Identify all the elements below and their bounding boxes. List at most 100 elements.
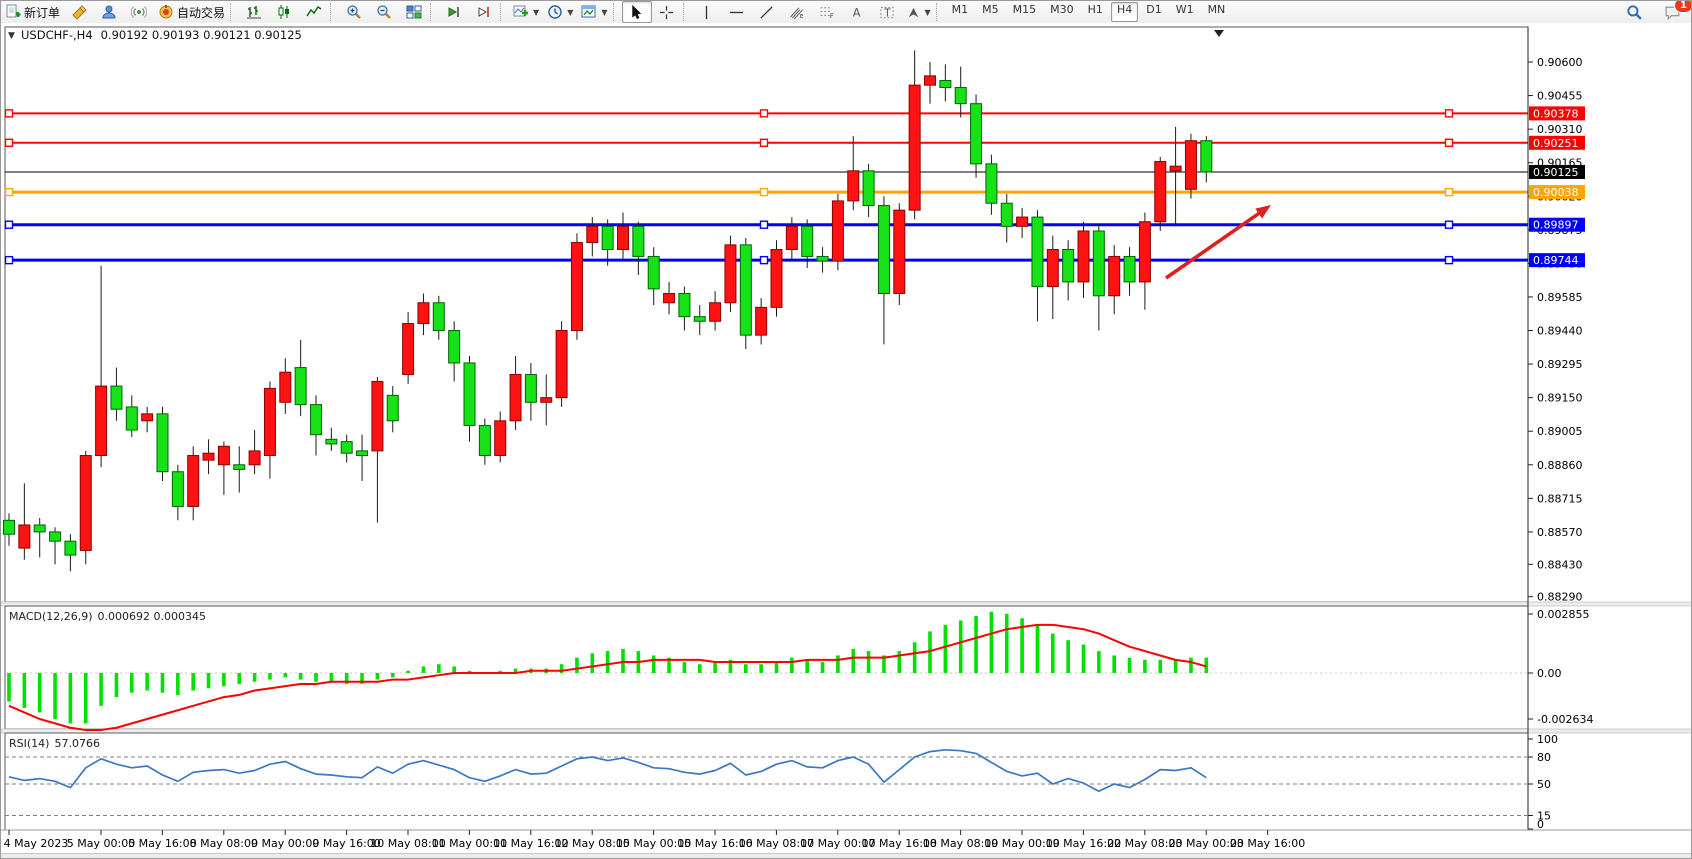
time-axis-label: 8 May 08:00 [190, 837, 258, 850]
candlestick-chart-icon [278, 5, 290, 19]
price-tick-label: 0.90310 [1537, 123, 1583, 136]
panel-separator[interactable] [1, 728, 1692, 734]
chart-ohlc-values: 0.90192 0.90193 0.90121 0.90125 [101, 28, 302, 42]
crosshair-icon [659, 5, 674, 19]
bar-chart-button[interactable] [239, 1, 269, 23]
hline-handle[interactable] [4, 109, 14, 118]
hline-handle[interactable] [759, 187, 769, 197]
notifications-button[interactable]: 1 [1657, 1, 1691, 23]
label-button[interactable]: T [872, 1, 902, 23]
text-icon: A [853, 6, 861, 19]
hline-handle[interactable] [4, 138, 14, 147]
tf-button-MN[interactable]: MN [1207, 3, 1226, 16]
indicators-button[interactable]: ▼ [509, 1, 543, 23]
trendline-button[interactable] [752, 1, 782, 23]
tf-button-W1[interactable]: W1 [1175, 3, 1194, 16]
tf-button-H4[interactable]: H4 [1110, 2, 1139, 22]
tf-button-D1[interactable]: D1 [1146, 3, 1162, 16]
zoom-in-button[interactable] [339, 1, 369, 23]
tf-button-M5[interactable]: M5 [982, 3, 999, 16]
hline-handle[interactable] [1444, 187, 1454, 197]
hline-handle[interactable] [759, 109, 769, 118]
horizontal-line-button[interactable] [722, 1, 752, 23]
symbol-dropdown-icon[interactable]: ▼ [8, 31, 15, 41]
search-icon [1626, 4, 1642, 20]
rsi-panel[interactable] [4, 732, 1529, 831]
tf-button-M30[interactable]: M30 [1050, 3, 1074, 16]
time-axis-label: 9 May 00:00 [251, 837, 319, 850]
tf-button-H1[interactable]: H1 [1087, 3, 1103, 16]
rsi-axis-label: 0 [1537, 818, 1544, 831]
fibonacci-button[interactable]: F [812, 1, 842, 23]
hline-0.89744[interactable] [4, 255, 1528, 265]
macd-axis-label: 0.002855 [1537, 608, 1590, 621]
hline-handle[interactable] [759, 220, 769, 229]
trend-arrow[interactable] [1164, 205, 1271, 280]
price-tick-label: 0.89440 [1537, 325, 1583, 338]
time-axis-label: 5 May 16:00 [128, 837, 196, 850]
time-axis-label: 16 May 08:00 [739, 837, 814, 850]
time-axis-label: 10 May 08:00 [370, 837, 445, 850]
new-order-button[interactable]: 新订单 [1, 1, 64, 23]
macd-panel[interactable] [4, 605, 1529, 730]
price-tick-label: 0.90600 [1537, 56, 1583, 69]
chart-canvas[interactable]: 0.906000.904550.903100.901650.900200.898… [1, 23, 1692, 856]
status-bar [1, 853, 1691, 858]
macd-indicator-label: MACD(12,26,9) 0.000692 0.000345 [9, 610, 206, 623]
zoom-out-button[interactable] [369, 1, 399, 23]
chart-shift-icon [478, 7, 489, 17]
dropdown-arrow-icon: ▼ [924, 7, 931, 17]
tf-button-M15[interactable]: M15 [1012, 3, 1037, 16]
chart-shift-marker[interactable] [1214, 30, 1224, 37]
line-chart-button[interactable] [299, 1, 329, 23]
hline-0.90038[interactable] [4, 187, 1528, 197]
hline-0.89897[interactable] [4, 220, 1528, 229]
signals-button[interactable] [124, 1, 154, 23]
indicators-icon [513, 5, 529, 17]
trendline-icon [760, 5, 773, 19]
rsi-axis-label: 100 [1537, 733, 1558, 746]
price-tag-0.90251: 0.90251 [1529, 135, 1585, 150]
hline-0.90251[interactable] [4, 138, 1528, 147]
vertical-line-button[interactable] [692, 1, 722, 23]
rsi-value: 57.0766 [54, 737, 100, 750]
hline-0.90378[interactable] [4, 109, 1528, 118]
toolbar-separator [935, 3, 944, 21]
channel-icon: E [789, 6, 803, 20]
auto-trading-button[interactable]: 自动交易 [154, 1, 229, 23]
panel-separator[interactable] [1, 601, 1692, 607]
cursor-icon [632, 4, 642, 19]
publisher-button[interactable] [64, 1, 94, 23]
channel-button[interactable]: E [782, 1, 812, 23]
templates-button[interactable]: ▼ [577, 1, 611, 23]
hline-handle[interactable] [1444, 109, 1454, 118]
chart-shift-button[interactable] [469, 1, 499, 23]
hline-handle[interactable] [1444, 220, 1454, 229]
svg-text:T: T [883, 7, 891, 19]
text-button[interactable]: A [842, 1, 872, 23]
time-axis-label: 5 May 00:00 [67, 837, 135, 850]
price-tick-label: 0.89585 [1537, 291, 1583, 304]
hline-handle[interactable] [4, 255, 14, 265]
cursor-button[interactable] [621, 1, 652, 23]
tf-button-M1[interactable]: M1 [951, 3, 969, 16]
search-button[interactable] [1619, 1, 1649, 23]
hline-handle[interactable] [759, 255, 769, 265]
hline-handle[interactable] [4, 187, 14, 197]
crosshair-button[interactable] [652, 1, 682, 23]
svg-text:0.90038: 0.90038 [1533, 186, 1579, 199]
svg-text:A: A [853, 6, 861, 19]
hline-handle[interactable] [1444, 255, 1454, 265]
hline-handle[interactable] [4, 220, 14, 229]
hline-handle[interactable] [759, 138, 769, 147]
hline-handle[interactable] [1444, 138, 1454, 147]
tile-windows-icon [406, 5, 422, 19]
community-button[interactable] [94, 1, 124, 23]
toolbar-separator [682, 3, 691, 21]
arrows-button[interactable]: ▼ [902, 1, 935, 23]
auto-scroll-button[interactable] [439, 1, 469, 23]
periods-button[interactable]: ▼ [543, 1, 577, 23]
time-axis-label: 22 May 08:00 [1107, 837, 1182, 850]
tile-windows-button[interactable] [399, 1, 429, 23]
candlestick-chart-button[interactable] [269, 1, 299, 23]
